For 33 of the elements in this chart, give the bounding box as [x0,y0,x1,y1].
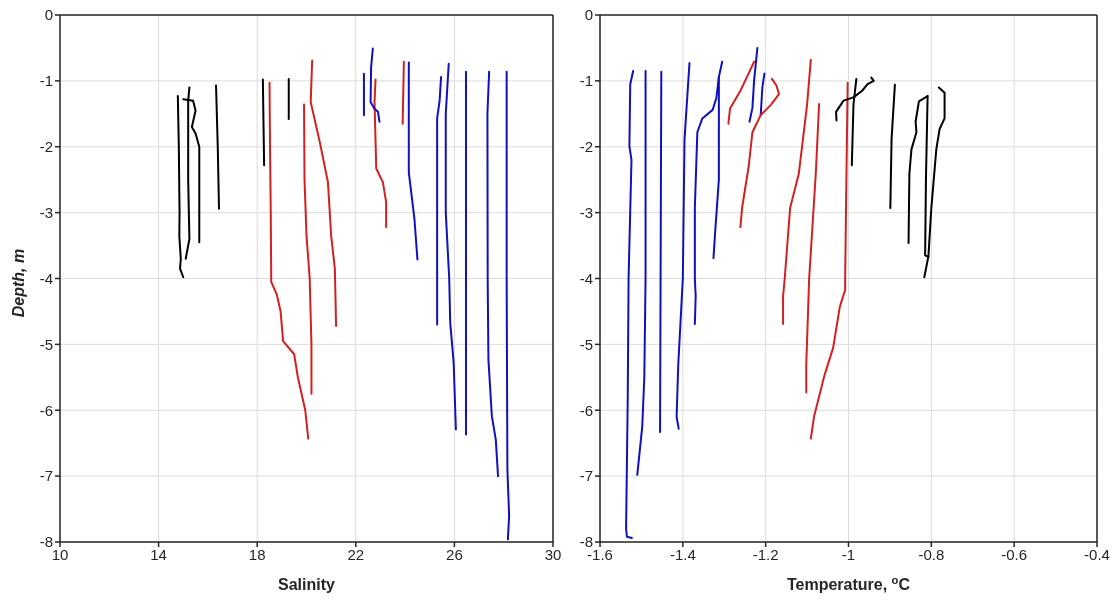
y-tick-label: -6 [579,401,593,419]
y-tick-label: -8 [39,533,53,551]
x-tick-label: 22 [347,545,365,563]
x-tick-label: -1.4 [669,545,696,563]
y-tick-label: 0 [584,6,593,24]
x-tick-label: -0.4 [1084,545,1110,563]
y-axis-title: Depth, m [10,248,27,318]
y-tick-label: -2 [579,138,593,156]
x-tick-label: 26 [446,545,463,563]
y-tick-label: -5 [579,335,593,353]
y-tick-label: -2 [39,138,53,156]
x-tick-label: 30 [544,545,562,563]
x-tick-label: 14 [150,545,167,563]
y-tick-label: -5 [39,335,53,353]
y-tick-label: -3 [39,203,53,221]
x-tick-label: -1 [841,545,856,563]
y-tick-label: -1 [39,72,53,90]
x-tick-label: -0.6 [1001,545,1028,563]
y-tick-label: -4 [39,269,53,287]
y-tick-label: -3 [579,203,593,221]
y-tick-label: 0 [44,6,53,24]
y-tick-label: -1 [579,72,593,90]
y-tick-label: -7 [579,467,593,485]
y-tick-label: -7 [39,467,53,485]
x-tick-label: 18 [248,545,266,563]
y-tick-label: -6 [39,401,53,419]
y-tick-label: -4 [579,269,593,287]
x-axis-title: Salinity [278,576,336,593]
y-tick-label: -8 [579,533,593,551]
x-tick-label: 10 [51,545,69,563]
x-tick-label: -1.2 [752,545,779,563]
x-tick-label: -0.8 [918,545,945,563]
x-axis-title: Temperature, $^{o}$C [786,574,911,593]
